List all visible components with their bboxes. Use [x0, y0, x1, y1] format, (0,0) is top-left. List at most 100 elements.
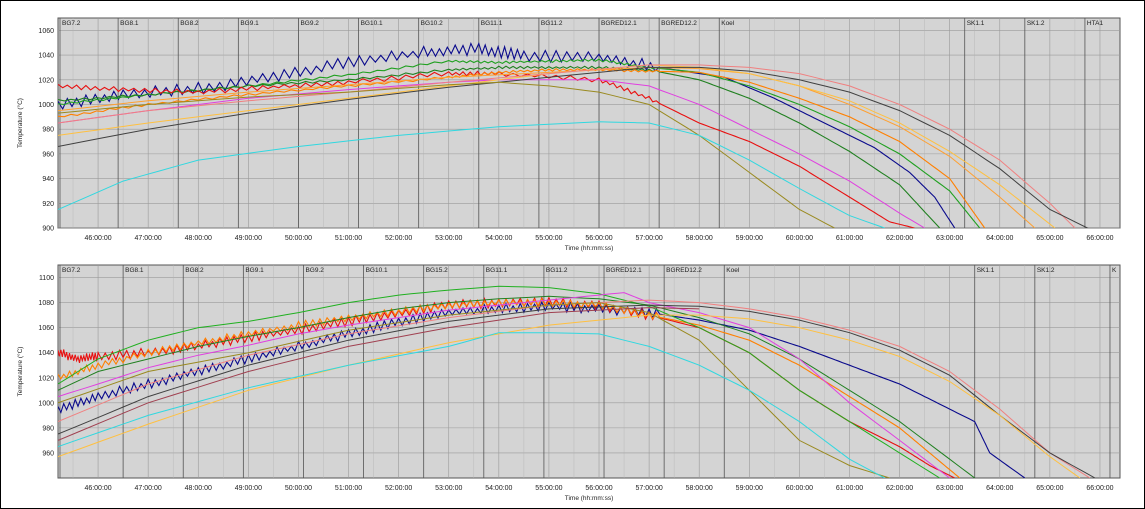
x-tick-label: 47:00:00 — [135, 485, 162, 492]
series-line — [58, 121, 885, 228]
event-marker-label: BG9.1 — [245, 267, 264, 274]
series-line — [58, 285, 940, 478]
event-marker-label: SK1.1 — [967, 20, 985, 27]
x-tick-label: 48:00:00 — [185, 235, 212, 242]
event-marker-label: BG8.2 — [180, 20, 199, 27]
y-axis-title: Temperature (°C) — [16, 98, 24, 148]
x-tick-label: 46:00:00 — [84, 235, 111, 242]
x-tick-label: 60:00:00 — [786, 485, 813, 492]
series-line — [58, 314, 1081, 478]
y-tick-label: 1040 — [38, 350, 54, 357]
y-tick-label: 980 — [42, 425, 54, 432]
event-marker-label: SK1.2 — [1027, 20, 1045, 27]
x-tick-label: 61:00:00 — [836, 235, 863, 242]
y-tick-label: 1060 — [38, 325, 54, 332]
event-marker-label: BGRED12.2 — [666, 267, 702, 274]
series-line — [58, 66, 1089, 228]
y-tick-label: 1040 — [38, 53, 54, 60]
series-line — [58, 297, 961, 478]
x-tick-label: 63:00:00 — [936, 235, 963, 242]
x-tick-label: 66:00:00 — [1086, 485, 1113, 492]
series-line — [58, 295, 976, 478]
y-tick-label: 1080 — [38, 300, 54, 307]
series-group — [58, 41, 1089, 228]
event-marker-label: BG11.1 — [481, 20, 503, 27]
series-line — [58, 70, 915, 228]
series-line — [58, 81, 835, 228]
series-group — [58, 285, 1096, 478]
x-tick-label: 50:00:00 — [285, 485, 312, 492]
y-tick-label: 1020 — [38, 77, 54, 84]
y-tick-label: 1020 — [38, 375, 54, 382]
x-tick-label: 52:00:00 — [385, 485, 412, 492]
y-axis-title: Temperature (°C) — [16, 347, 24, 397]
plot-area — [57, 17, 1121, 229]
series-line — [58, 41, 956, 228]
chart-panel-2: 960 980 1000 1020 1040 1060 1080 1100 46:00:00 47… — [16, 264, 1121, 502]
x-tick-label: 64:00:00 — [986, 235, 1013, 242]
x-tick-label: 55:00:00 — [535, 485, 562, 492]
x-tick-label: 56:00:00 — [585, 485, 612, 492]
series-line — [58, 66, 1036, 228]
y-tick-label: 960 — [42, 450, 54, 457]
event-marker-label: BG8.2 — [185, 267, 204, 274]
x-tick-label: 58:00:00 — [686, 485, 713, 492]
x-tick-label: 66:00:00 — [1086, 235, 1113, 242]
y-tick-label: 980 — [42, 127, 54, 134]
event-marker-label: Koel — [726, 267, 740, 274]
x-tick-label: 61:00:00 — [836, 485, 863, 492]
event-marker-label: BG15.2 — [426, 267, 448, 274]
chart-panel-1: 900 920 940 960 980 1000 1020 1040 1060 46:00:00 4… — [16, 17, 1121, 252]
event-marker-label: K — [1112, 267, 1117, 274]
event-marker-label: BG11.2 — [541, 20, 563, 27]
y-tick-label: 940 — [42, 176, 54, 183]
x-tick-label: 58:00:00 — [686, 235, 713, 242]
x-tick-label: 53:00:00 — [435, 235, 462, 242]
series-line — [58, 307, 700, 441]
event-marker-label: BG7.2 — [62, 20, 81, 27]
series-line — [58, 304, 1096, 478]
event-marker-label: BG10.1 — [366, 267, 388, 274]
x-tick-label: 48:00:00 — [185, 485, 212, 492]
y-tick-label: 1100 — [39, 275, 54, 282]
series-line — [58, 64, 1076, 228]
plot-area — [57, 264, 1121, 479]
x-tick-label: 49:00:00 — [235, 235, 262, 242]
x-tick-label: 50:00:00 — [285, 235, 312, 242]
series-line — [58, 299, 1091, 478]
x-tick-label: 56:00:00 — [585, 235, 612, 242]
event-marker-label: BGRED12.2 — [661, 20, 697, 27]
x-tick-label: 51:00:00 — [335, 485, 362, 492]
event-marker-label: BG8.1 — [120, 20, 139, 27]
x-tick-label: 51:00:00 — [335, 235, 362, 242]
x-tick-label: 49:00:00 — [235, 485, 262, 492]
x-tick-label: 65:00:00 — [1036, 485, 1063, 492]
x-tick-label: 62:00:00 — [886, 235, 913, 242]
series-line — [58, 302, 890, 478]
x-tick-label: 53:00:00 — [435, 485, 462, 492]
y-tick-label: 900 — [42, 226, 54, 233]
y-tick-label: 920 — [42, 201, 54, 208]
y-tick-label: 960 — [42, 151, 54, 158]
event-marker-label: SK1.1 — [977, 267, 995, 274]
y-tick-label: 1000 — [38, 102, 54, 109]
event-marker-label: BGRED12.1 — [606, 267, 642, 274]
x-tick-label: 60:00:00 — [786, 235, 813, 242]
x-tick-label: 55:00:00 — [535, 235, 562, 242]
event-marker-label: BG10.2 — [421, 20, 443, 27]
x-tick-label: 57:00:00 — [635, 235, 662, 242]
series-line — [58, 332, 885, 478]
series-line — [58, 300, 1026, 478]
x-tick-label: 47:00:00 — [135, 235, 162, 242]
x-tick-label: 64:00:00 — [986, 485, 1013, 492]
event-marker-label: BG7.2 — [62, 267, 81, 274]
x-tick-label: 46:00:00 — [84, 485, 111, 492]
series-line — [58, 58, 981, 228]
x-tick-label: 62:00:00 — [886, 485, 913, 492]
series-line — [58, 65, 941, 228]
event-marker-label: BG9.2 — [300, 20, 319, 27]
event-marker-label: BGRED12.1 — [601, 20, 637, 27]
event-marker-label: BG9.1 — [240, 20, 259, 27]
event-marker-label: BG9.2 — [305, 267, 324, 274]
